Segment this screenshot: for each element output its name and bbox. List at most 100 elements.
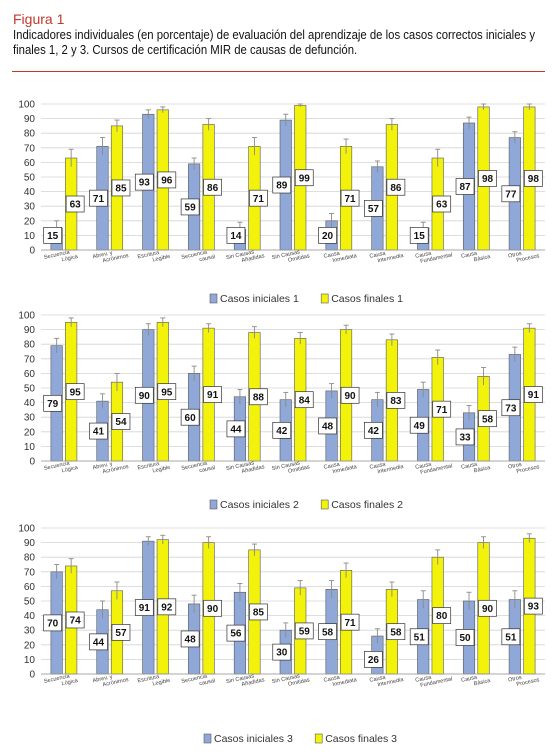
category-label-line: Abrev. y xyxy=(92,250,113,260)
y-tick-label: 40 xyxy=(24,611,36,622)
category-label-line: Causa xyxy=(323,674,341,683)
category-label-line: Acrónimos xyxy=(102,464,129,475)
data-label-box xyxy=(272,643,292,661)
data-label: 96 xyxy=(161,176,173,187)
category-label-line: causal xyxy=(199,254,216,263)
y-tick-label: 30 xyxy=(24,626,36,637)
data-label: 42 xyxy=(368,426,380,437)
category-label-line: Secuencia xyxy=(43,673,71,684)
data-label: 85 xyxy=(115,184,127,195)
data-label: 59 xyxy=(299,627,311,638)
data-label: 90 xyxy=(345,391,357,402)
category-label-line: Intermedia xyxy=(377,464,405,476)
data-label: 71 xyxy=(345,194,357,205)
data-label-box xyxy=(318,227,337,244)
data-label-box xyxy=(134,599,154,616)
data-label-box xyxy=(478,170,497,187)
category-label-line: Básica xyxy=(473,678,492,688)
data-label: 30 xyxy=(276,648,288,659)
data-label-box xyxy=(65,195,85,213)
data-label-box xyxy=(340,189,360,207)
data-label-box xyxy=(157,171,177,189)
category-label-line: Otros xyxy=(508,675,523,684)
data-label-box xyxy=(180,630,200,648)
data-label: 85 xyxy=(253,608,265,619)
data-label-box xyxy=(432,607,452,624)
legend-label: Casos finales 3 xyxy=(325,733,397,745)
data-label-box xyxy=(157,598,177,616)
data-label-box xyxy=(294,622,314,640)
data-label: 48 xyxy=(185,635,197,646)
category-label-line: Abrev. y xyxy=(92,461,113,471)
data-label-box xyxy=(409,227,429,244)
data-label-box xyxy=(455,428,475,446)
data-label: 74 xyxy=(70,616,82,627)
data-label: 91 xyxy=(139,603,151,614)
category-label-line: Procesos xyxy=(516,464,540,475)
y-tick-label: 100 xyxy=(18,311,35,322)
legend-label: Casos finales 1 xyxy=(331,293,403,305)
y-tick-label: 20 xyxy=(24,427,36,438)
data-label-box xyxy=(409,416,429,434)
data-label: 54 xyxy=(115,417,127,428)
data-label-box xyxy=(294,169,314,187)
data-label-box xyxy=(478,599,497,617)
data-label-box xyxy=(386,392,406,409)
y-tick-label: 0 xyxy=(29,246,35,257)
data-label: 44 xyxy=(230,424,242,435)
data-label-box xyxy=(364,421,383,439)
data-label: 70 xyxy=(47,619,59,630)
category-label-line: Sin Causas xyxy=(271,460,300,472)
data-label: 92 xyxy=(161,602,173,613)
y-tick-label: 50 xyxy=(24,384,36,395)
y-tick-label: 80 xyxy=(24,129,36,140)
legend-swatch xyxy=(203,733,212,744)
category-label-line: Secuencia xyxy=(43,249,71,260)
category-label-line: causal xyxy=(199,465,216,474)
data-label-box xyxy=(43,394,63,412)
data-label: 63 xyxy=(436,200,448,211)
category-label-line: Causa xyxy=(415,461,433,470)
category-label-line: Secuencia xyxy=(43,460,71,471)
data-label-box xyxy=(203,178,222,196)
category-label-line: Otros xyxy=(508,462,523,471)
data-label: 99 xyxy=(299,173,311,184)
data-label-box xyxy=(89,422,108,440)
data-label: 60 xyxy=(185,413,197,424)
category-label-line: Acrónimos xyxy=(102,677,129,688)
category-label-line: Añadidas xyxy=(241,677,265,688)
legend-swatch xyxy=(209,293,218,304)
data-label: 71 xyxy=(93,194,105,205)
category-label-line: Sin Causas xyxy=(225,460,254,472)
data-label: 48 xyxy=(322,422,334,433)
data-label-box xyxy=(340,613,360,631)
category-label-line: Secuencia xyxy=(181,460,209,471)
data-label-box xyxy=(249,603,268,621)
y-tick-label: 70 xyxy=(24,567,36,578)
data-label-box xyxy=(111,624,131,641)
category-label-line: Inmediata xyxy=(332,253,358,264)
y-tick-label: 30 xyxy=(24,413,36,424)
data-label: 63 xyxy=(70,200,82,211)
category-label-line: Causa xyxy=(323,250,341,259)
category-label-line: Añadidas xyxy=(241,464,265,475)
data-label: 98 xyxy=(528,174,540,185)
y-tick-label: 10 xyxy=(24,655,36,666)
title-rule xyxy=(12,71,545,72)
data-label: 51 xyxy=(505,632,517,643)
y-tick-label: 90 xyxy=(24,325,36,336)
category-label-line: Procesos xyxy=(516,677,540,688)
data-label-box xyxy=(501,628,521,646)
category-label-line: Causa xyxy=(369,461,387,470)
